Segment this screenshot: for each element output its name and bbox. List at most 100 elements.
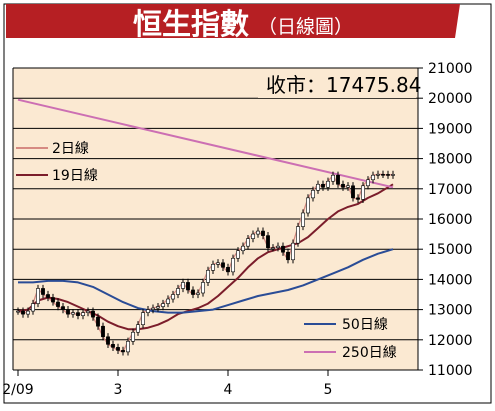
- legend-bottom: 50日線 250日線: [304, 317, 397, 361]
- candle-body-24: [136, 324, 140, 333]
- candle-body-45: [241, 245, 245, 252]
- candle-body-51: [271, 247, 275, 249]
- candle-body-39: [211, 263, 215, 271]
- candle-body-35: [191, 289, 195, 295]
- candle-body-46: [246, 238, 250, 247]
- legend-label-250d: 250日線: [342, 345, 397, 361]
- candle-body-57: [301, 212, 305, 227]
- candle-body-53: [281, 245, 285, 253]
- chart-title: 恒生指數: [133, 7, 249, 41]
- header-banner: 恒生指數 （日線圖）: [6, 4, 460, 41]
- candle-body-16: [96, 316, 100, 327]
- candle-body-10: [66, 309, 70, 315]
- chart-subtitle: （日線圖）: [258, 16, 353, 38]
- candle-body-9: [61, 306, 65, 310]
- candle-body-17: [101, 325, 105, 338]
- y-tick-label-18000: 18000: [428, 152, 473, 168]
- candle-body-1: [21, 310, 25, 315]
- candlestick-group: [16, 170, 395, 356]
- candle-body-38: [206, 270, 210, 283]
- candle-body-55: [291, 242, 295, 261]
- candle-body-73: [381, 174, 385, 176]
- legend-label-50d: 50日線: [342, 317, 388, 333]
- candle-body-44: [236, 250, 240, 259]
- axes: 11000 12000 13000 14000 15000 16000 17000 18000…: [2, 61, 472, 398]
- candle-body-72: [376, 174, 380, 176]
- candle-body-71: [371, 174, 375, 181]
- candle-body-42: [226, 267, 230, 273]
- candle-body-34: [186, 282, 190, 291]
- title-banner: [6, 4, 460, 38]
- candle-body-52: [276, 245, 280, 248]
- candle-body-12: [76, 312, 80, 316]
- candle-body-70: [366, 179, 370, 187]
- y-tick-label-15000: 15000: [428, 242, 473, 258]
- x-tick-label-0: 2/09: [2, 382, 33, 398]
- y-tick-label-20000: 20000: [428, 91, 473, 107]
- x-tick-label-1: 3: [114, 382, 123, 398]
- candle-body-32: [176, 288, 180, 295]
- candle-body-75: [391, 174, 395, 176]
- candle-body-59: [311, 190, 315, 199]
- candle-body-48: [256, 230, 260, 235]
- candle-body-40: [216, 262, 220, 265]
- candle-body-0: [16, 310, 20, 313]
- candle-body-62: [326, 180, 330, 188]
- candle-body-60: [316, 183, 320, 191]
- candle-body-74: [386, 174, 390, 176]
- candle-body-64: [336, 174, 340, 185]
- candle-body-65: [341, 183, 345, 188]
- candle-body-63: [331, 174, 335, 182]
- candle-body-49: [261, 230, 265, 236]
- candle-body-56: [296, 226, 300, 244]
- grid: [13, 97, 418, 341]
- candle-body-14: [86, 310, 90, 313]
- candle-body-20: [116, 347, 120, 351]
- series-group: [17, 98, 394, 353]
- candle-body-67: [351, 185, 355, 199]
- candle-body-27: [151, 307, 155, 310]
- series-line-1: [17, 183, 394, 331]
- candle-body-2: [26, 310, 30, 315]
- candle-body-66: [346, 185, 350, 188]
- candle-body-43: [231, 257, 235, 273]
- close-annotation-box: [258, 70, 416, 98]
- y-tick-label-13000: 13000: [428, 303, 473, 319]
- y-tick-label-17000: 17000: [428, 182, 473, 198]
- legend-label-2d: 2日線: [52, 141, 89, 157]
- candle-body-8: [56, 301, 60, 307]
- series-line-0: [17, 173, 394, 353]
- candle-body-68: [356, 197, 360, 200]
- candle-body-37: [201, 282, 205, 294]
- candle-body-23: [131, 331, 135, 342]
- candle-body-29: [161, 303, 165, 307]
- candle-body-30: [166, 298, 170, 304]
- candle-body-41: [221, 262, 225, 268]
- candle-body-69: [361, 185, 365, 200]
- candle-body-50: [266, 235, 270, 248]
- y-tick-label-14000: 14000: [428, 272, 473, 288]
- candle-body-47: [251, 233, 255, 239]
- x-tick-label-3: 5: [324, 382, 333, 398]
- candle-body-54: [286, 251, 290, 261]
- candle-body-61: [321, 183, 325, 188]
- candle-body-25: [141, 312, 145, 325]
- close-annotation-text: 收市：17475.84: [266, 73, 421, 97]
- legend-label-19d: 19日線: [52, 168, 98, 184]
- series-line-2: [18, 248, 394, 314]
- y-tick-label-11000: 11000: [428, 363, 473, 379]
- candle-body-6: [46, 294, 50, 298]
- y-tick-label-12000: 12000: [428, 333, 473, 349]
- y-tick-label-16000: 16000: [428, 212, 473, 228]
- candle-body-21: [121, 350, 125, 353]
- candle-body-3: [31, 303, 35, 312]
- y-tick-label-19000: 19000: [428, 121, 473, 137]
- legend-top: 2日線 19日線: [16, 141, 98, 184]
- candle-body-18: [106, 336, 110, 345]
- candle-body-26: [146, 309, 150, 313]
- x-tick-label-2: 4: [224, 382, 233, 398]
- candle-body-31: [171, 294, 175, 300]
- candle-body-36: [196, 292, 200, 295]
